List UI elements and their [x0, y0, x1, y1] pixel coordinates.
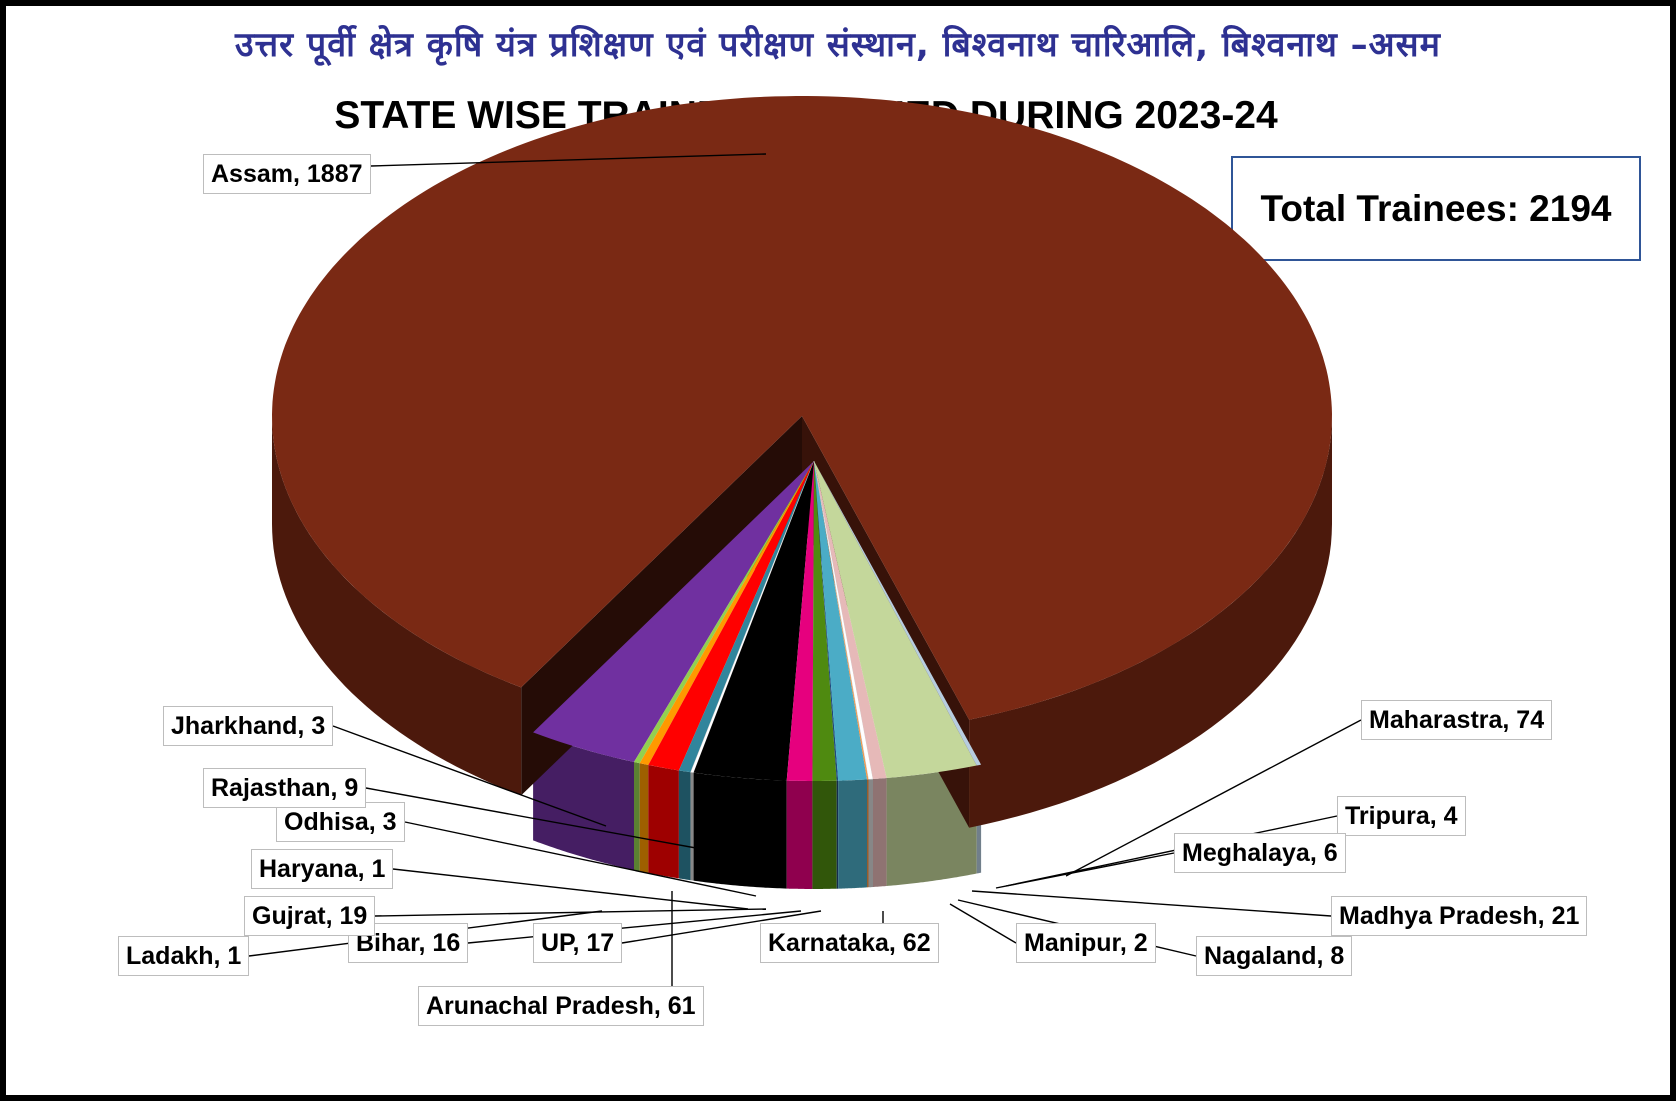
pie-side-maharastra: [533, 732, 634, 870]
data-label-rajasthan: Rajasthan, 9: [203, 768, 367, 808]
data-label-meghalaya: Meghalaya, 6: [1174, 833, 1346, 873]
pie-side-manipur: [690, 772, 694, 881]
pie-side-madhya-pradesh: [648, 765, 679, 879]
pie-slice-ladakh: [814, 461, 839, 781]
pie-slice-karnataka: [693, 461, 814, 781]
leader-line-gujrat: [374, 908, 767, 917]
pie-side-assam: [969, 416, 1332, 828]
data-label-maharastra: Maharastra, 74: [1361, 700, 1553, 740]
pie-slice-meghalaya: [639, 461, 814, 765]
data-label-tripura: Tripura, 4: [1337, 796, 1466, 836]
data-label-gujrat: Gujrat, 19: [244, 896, 376, 936]
pie-slice-tripura: [634, 461, 814, 764]
pie-slice-maharastra: [533, 461, 814, 762]
data-label-arunachal-pradesh: Arunachal Pradesh, 61: [418, 986, 704, 1026]
leader-line-maharastra: [1065, 719, 1362, 877]
data-label-haryana: Haryana, 1: [251, 849, 394, 889]
pie-side-bihar: [812, 780, 837, 889]
leader-line-odhisa: [404, 821, 757, 897]
pie-side-up: [786, 780, 813, 889]
data-label-nagaland: Nagaland, 8: [1196, 936, 1353, 976]
leader-line-haryana: [392, 868, 749, 910]
pie-side-meghalaya: [639, 763, 649, 873]
data-label-karnataka: Karnataka, 62: [760, 923, 939, 963]
leader-line-jharkhand: [332, 725, 607, 827]
pie-slice-arunachal-pradesh: [814, 461, 977, 778]
leader-line-madhya-pradesh: [971, 890, 1332, 917]
pie-slice-manipur: [690, 460, 815, 773]
institute-title-hindi: उत्तर पूर्वी क्षेत्र कृषि यंत्र प्रशिक्ष…: [235, 25, 1441, 65]
leader-line-rajasthan: [365, 787, 719, 853]
data-label-madhya-pradesh: Madhya Pradesh, 21: [1331, 896, 1588, 936]
data-label-assam: Assam, 1887: [203, 154, 371, 194]
pie-side-gujrat: [838, 779, 867, 889]
data-label-manipur: Manipur, 2: [1016, 923, 1156, 963]
data-label-ladakh: Ladakh, 1: [118, 936, 250, 976]
pie-side-tripura: [634, 762, 640, 872]
pie-side-karnataka: [693, 772, 787, 889]
pie-side-odhisa: [868, 779, 873, 888]
pie-chart: [248, 96, 1362, 986]
leader-line-assam: [370, 153, 767, 167]
pie-side-haryana: [867, 779, 869, 888]
pie-side-nagaland: [678, 770, 691, 881]
data-label-odhisa: Odhisa, 3: [276, 802, 405, 842]
pie-slice-assam: [272, 96, 1332, 720]
pie-slice-bihar: [812, 461, 837, 781]
leader-line-tripura: [1005, 815, 1338, 887]
leader-line-up: [621, 910, 822, 944]
data-label-jharkhand: Jharkhand, 3: [163, 706, 334, 746]
data-label-up: UP, 17: [533, 923, 623, 963]
pie-side-assam: [272, 416, 522, 796]
pie-slice-nagaland: [678, 461, 814, 773]
pie-slice-odhisa: [813, 460, 874, 780]
pie-slice-madhya-pradesh: [648, 461, 814, 771]
leader-line-manipur: [949, 903, 1017, 944]
pie-side-ladakh: [836, 780, 839, 889]
pie-slice-rajasthan: [814, 461, 887, 779]
pie-slice-jharkhand: [814, 461, 982, 766]
pie-slice-up: [786, 461, 814, 781]
pie-slice-gujrat: [814, 461, 867, 781]
pie-side-rajasthan: [873, 778, 887, 887]
total-trainees-box: Total Trainees: 2194: [1231, 156, 1641, 261]
leader-line-meghalaya: [995, 852, 1175, 889]
leader-line-bihar: [467, 910, 802, 944]
